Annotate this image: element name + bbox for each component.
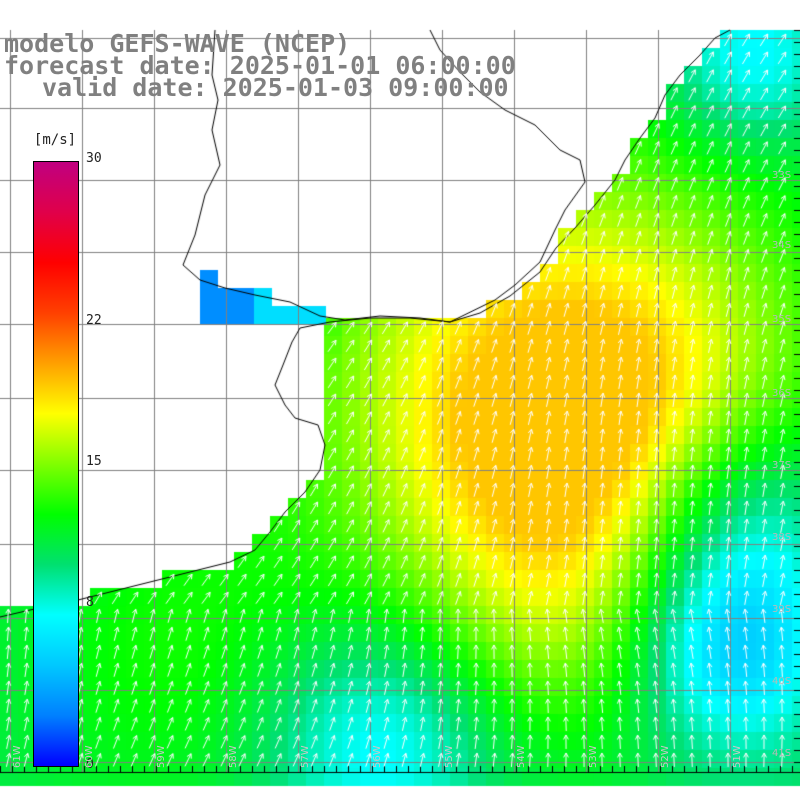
colorbar-unit: [m/s] (33, 132, 77, 148)
colorbar (33, 161, 79, 767)
colorbar-tick-label: 22 (86, 313, 102, 328)
latitude-label: 38S (772, 532, 792, 543)
longitude-label: 52W (660, 745, 671, 768)
title-model: modelo GEFS-WAVE (NCEP) (4, 29, 351, 58)
title-forecast-date: forecast date: 2025-01-01 06:00:00 (4, 51, 516, 80)
longitude-label: 60W (84, 745, 95, 768)
latitude-label: 35S (772, 314, 792, 325)
longitude-label: 51W (732, 745, 743, 768)
latitude-label: 36S (772, 388, 792, 399)
latitude-label: 37S (772, 460, 792, 471)
title-valid-date: valid date: 2025-01-03 09:00:00 (42, 73, 509, 102)
colorbar-tick-label: 15 (86, 454, 102, 469)
latitude-label: 41S (772, 748, 792, 759)
colorbar-tick-label: 0 (86, 757, 94, 772)
latitude-label: 34S (772, 240, 792, 251)
latitude-label: 39S (772, 604, 792, 615)
latitude-label: 40S (772, 676, 792, 687)
longitude-label: 57W (300, 745, 311, 768)
longitude-label: 54W (516, 745, 527, 768)
colorbar-tick-label: 30 (86, 151, 102, 166)
longitude-label: 56W (372, 745, 383, 768)
colorbar-tick-label: 8 (86, 595, 94, 610)
longitude-label: 61W (12, 745, 23, 768)
longitude-label: 55W (444, 745, 455, 768)
longitude-label: 53W (588, 745, 599, 768)
longitude-label: 58W (228, 745, 239, 768)
longitude-label: 59W (156, 745, 167, 768)
latitude-label: 33S (772, 170, 792, 181)
